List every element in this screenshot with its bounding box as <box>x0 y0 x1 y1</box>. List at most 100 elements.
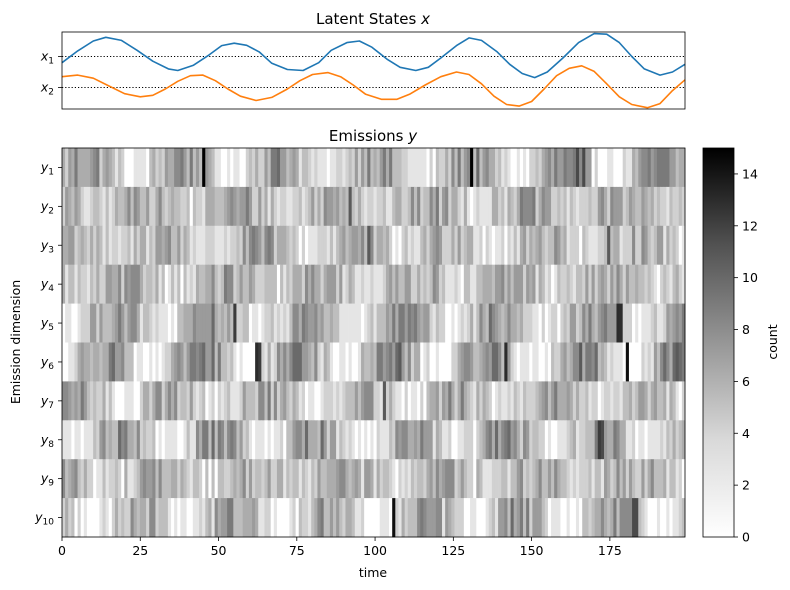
heatmap-cell <box>526 498 530 538</box>
heatmap-cell <box>208 225 212 266</box>
heatmap-cell <box>613 342 617 382</box>
heatmap-cell <box>457 303 462 343</box>
heatmap-cell <box>270 303 275 343</box>
heatmap-cell <box>560 498 564 538</box>
heatmap-cell <box>585 420 589 460</box>
heatmap-cell <box>304 420 309 460</box>
heatmap-cell <box>364 420 368 460</box>
heatmap-cell <box>470 381 474 421</box>
heatmap-cell <box>594 459 599 499</box>
heatmap-cell <box>491 225 496 266</box>
heatmap-cell <box>588 342 592 382</box>
heatmap-cell <box>672 342 677 382</box>
heatmap-cell <box>354 498 359 538</box>
heatmap-cell <box>594 225 599 266</box>
heatmap-cell <box>579 186 583 227</box>
heatmap-cell <box>208 342 212 382</box>
heatmap-cell <box>333 342 337 382</box>
heatmap-cell <box>230 225 234 266</box>
heatmap-cell <box>610 342 614 382</box>
heatmap-cell <box>660 420 664 460</box>
heatmap-cell <box>376 498 381 538</box>
heatmap-cell <box>74 420 78 460</box>
heatmap-cell <box>102 303 106 343</box>
heatmap-cell <box>177 381 181 421</box>
heatmap-cell <box>248 264 253 304</box>
heatmap-cell <box>205 459 209 499</box>
heatmap-cell <box>656 148 661 188</box>
heatmap-cell <box>466 381 471 421</box>
heatmap-cell <box>653 225 658 266</box>
heatmap-cell <box>230 342 234 382</box>
heatmap-cell <box>280 420 284 460</box>
heatmap-cell <box>529 303 533 343</box>
heatmap-cell <box>273 148 278 188</box>
heatmap-cell <box>242 459 247 499</box>
heatmap-cell <box>248 186 253 227</box>
heatmap-cell <box>65 459 69 499</box>
heatmap-cell <box>214 186 219 227</box>
heatmap-cell <box>361 381 365 421</box>
heatmap-cell <box>298 381 303 421</box>
heatmap-cell <box>62 420 66 460</box>
heatmap-cell <box>311 420 315 460</box>
heatmap-cell <box>65 303 69 343</box>
heatmap-cell <box>339 264 343 304</box>
heatmap-cell <box>376 420 381 460</box>
heatmap-cell <box>223 303 228 343</box>
heatmap-cell <box>438 498 443 538</box>
heatmap-cell <box>164 186 169 227</box>
heatmap-cell <box>71 225 75 266</box>
heatmap-cell <box>317 459 321 499</box>
heatmap-cell <box>628 420 633 460</box>
heatmap-cell <box>591 186 596 227</box>
heatmap-cell <box>569 303 574 343</box>
heatmap-cell <box>167 459 172 499</box>
heatmap-cell <box>124 498 128 538</box>
heatmap-cell <box>395 342 399 382</box>
heatmap-cell <box>392 148 396 188</box>
heatmap-cell <box>177 186 181 227</box>
heatmap-cell <box>597 342 602 382</box>
heatmap-cell <box>329 498 334 538</box>
heatmap-cell <box>167 303 172 343</box>
heatmap-cell <box>90 225 94 266</box>
heatmap-cell <box>610 498 614 538</box>
heatmap-cell <box>367 148 371 188</box>
heatmap-cell <box>208 186 212 227</box>
heatmap-cell <box>192 264 197 304</box>
heatmap-cell <box>572 342 577 382</box>
heatmap-cell <box>323 186 328 227</box>
heatmap-cell <box>233 186 237 227</box>
heatmap-cell <box>304 264 309 304</box>
heatmap-cell <box>280 186 284 227</box>
heatmap-cell <box>628 148 633 188</box>
heatmap-cell <box>435 303 440 343</box>
heatmap-cell <box>270 420 275 460</box>
heatmap-cell <box>432 381 437 421</box>
heatmap-cell <box>252 264 256 304</box>
heatmap-cell <box>220 420 225 460</box>
heatmap-cell <box>644 498 648 538</box>
heatmap-cell <box>622 459 627 499</box>
heatmap-cell <box>292 303 296 343</box>
heatmap-cell <box>223 225 228 266</box>
heatmap-cell <box>329 186 334 227</box>
heatmap-cell <box>233 498 237 538</box>
heatmap-cell <box>432 225 437 266</box>
heatmap-cell <box>86 186 91 227</box>
heatmap-cell <box>535 420 539 460</box>
heatmap-row-6 <box>62 342 686 382</box>
heatmap-cell <box>526 264 530 304</box>
heatmap-cell <box>669 303 673 343</box>
heatmap-cell <box>245 148 250 188</box>
heatmap-cell <box>588 264 592 304</box>
heatmap-cell <box>628 342 633 382</box>
heatmap-cell <box>174 264 178 304</box>
heatmap-cell <box>600 225 605 266</box>
heatmap-cell <box>86 225 91 266</box>
heatmap-cell <box>142 148 147 188</box>
heatmap-cell <box>99 498 103 538</box>
heatmap-cell <box>276 381 281 421</box>
